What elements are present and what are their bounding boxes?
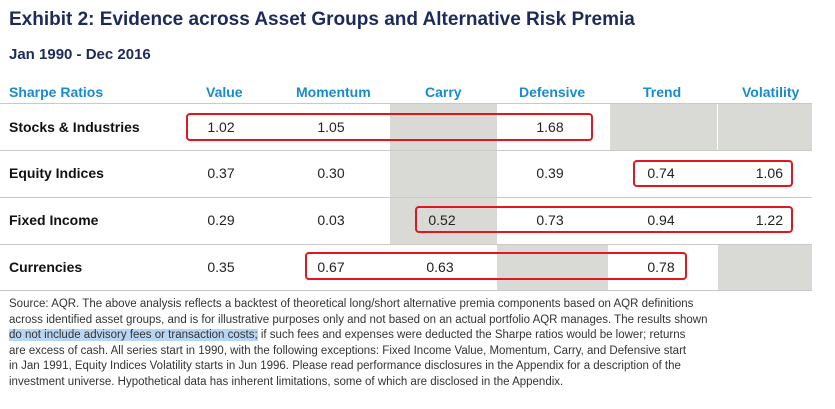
source-line: are excess of cash. All series start in … <box>9 344 687 357</box>
col-header-defensive: Defensive <box>519 84 586 100</box>
cell-stocks-defensive: 1.68 <box>536 119 564 135</box>
col-header-value: Value <box>206 84 243 100</box>
row-divider <box>0 290 812 291</box>
cell-fixed-trend: 0.94 <box>647 212 675 228</box>
col-header-trend: Trend <box>643 84 682 100</box>
source-line-rest: if such fees and expenses were deducted … <box>257 329 686 341</box>
col-header-momentum: Momentum <box>296 84 371 100</box>
selected-text[interactable]: do not include advisory fees or transact… <box>9 329 258 341</box>
source-line: investment universe. Hypothetical data h… <box>9 375 564 388</box>
shaded-cell-stocks-volatility <box>718 103 812 150</box>
cell-stocks-momentum: 1.05 <box>317 119 345 135</box>
source-line: Source: AQR. The above analysis reflects… <box>9 298 694 310</box>
col-header-volatility: Volatility <box>742 84 800 100</box>
cell-equity-volatility: 1.06 <box>755 165 783 181</box>
cell-fixed-carry: 0.52 <box>428 212 456 228</box>
highlight-box-equity <box>633 160 793 187</box>
shaded-cell-stocks-trend <box>610 103 717 150</box>
row-label-stocks-industries: Stocks & Industries <box>9 119 140 135</box>
cell-currencies-value: 0.35 <box>207 259 235 275</box>
cell-currencies-carry: 0.63 <box>426 259 454 275</box>
col-header-carry: Carry <box>425 84 462 100</box>
cell-currencies-momentum: 0.67 <box>317 259 345 275</box>
cell-fixed-value: 0.29 <box>207 212 235 228</box>
cell-equity-defensive: 0.39 <box>536 165 564 181</box>
cell-fixed-momentum: 0.03 <box>317 212 345 228</box>
cell-fixed-defensive: 0.73 <box>536 212 564 228</box>
row-label-currencies: Currencies <box>9 259 83 275</box>
cell-stocks-value: 1.02 <box>207 119 235 135</box>
cell-equity-value: 0.37 <box>207 165 235 181</box>
row-divider <box>0 197 812 198</box>
cell-equity-momentum: 0.30 <box>317 165 345 181</box>
sharpe-ratio-table: Sharpe Ratios Value Momentum Carry Defen… <box>0 80 835 291</box>
shaded-cell-currencies-volatility <box>718 245 812 290</box>
highlight-box-stocks <box>186 113 593 141</box>
source-line: do not include advisory fees or transact… <box>9 328 827 344</box>
exhibit-title: Exhibit 2: Evidence across Asset Groups … <box>9 9 635 30</box>
row-label-fixed-income: Fixed Income <box>9 212 99 228</box>
highlight-box-fixed-income <box>415 206 793 233</box>
source-line: across identified asset groups, and is f… <box>9 313 708 326</box>
row-divider <box>0 244 812 245</box>
row-label-equity-indices: Equity Indices <box>9 165 104 181</box>
shaded-cell-carry <box>390 103 497 244</box>
source-line: in Jan 1991, Equity Indices Volatility s… <box>9 360 681 372</box>
source-note: Source: AQR. The above analysis reflects… <box>9 297 827 390</box>
corner-header: Sharpe Ratios <box>9 84 104 100</box>
cell-equity-trend: 0.74 <box>647 165 675 181</box>
date-range-subtitle: Jan 1990 - Dec 2016 <box>9 46 151 63</box>
row-divider <box>0 103 812 104</box>
highlight-box-currencies <box>305 252 687 280</box>
cell-fixed-volatility: 1.22 <box>755 212 783 228</box>
row-divider <box>0 150 812 151</box>
cell-currencies-trend: 0.78 <box>647 259 675 275</box>
